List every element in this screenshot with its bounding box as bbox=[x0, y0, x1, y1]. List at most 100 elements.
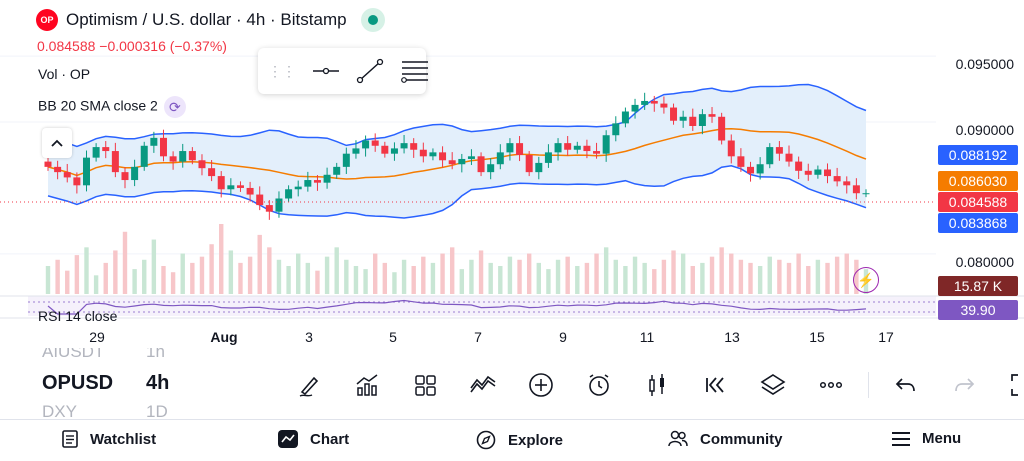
volume-bar bbox=[161, 266, 166, 294]
layouts-button[interactable] bbox=[396, 368, 454, 402]
compare-button[interactable] bbox=[454, 368, 512, 402]
volume-bar bbox=[247, 256, 253, 294]
chart-type-button[interactable] bbox=[628, 368, 686, 402]
undo-icon bbox=[895, 378, 915, 392]
watchlist-icon bbox=[62, 430, 78, 448]
fullscreen-button[interactable] bbox=[993, 368, 1024, 402]
nav-label: Explore bbox=[508, 431, 564, 449]
volume-bar bbox=[632, 256, 638, 294]
volume-bar bbox=[709, 256, 715, 294]
candle-body bbox=[766, 147, 774, 165]
volume-bar bbox=[661, 259, 667, 294]
alert-button[interactable] bbox=[570, 368, 628, 402]
volume-bar bbox=[738, 259, 744, 294]
candle-body bbox=[506, 143, 514, 153]
price-tick: 0.080000 bbox=[955, 254, 1014, 270]
nav-label: Watchlist bbox=[90, 430, 157, 448]
volume-bar bbox=[65, 270, 70, 294]
volume-bar bbox=[132, 269, 137, 294]
rsi-indicator-label[interactable]: RSI 14 close bbox=[38, 308, 118, 324]
bb-indicator-label[interactable]: BB 20 SMA close 2 ⟳ bbox=[38, 96, 186, 118]
candle-body bbox=[535, 162, 543, 173]
candle-body bbox=[641, 100, 649, 105]
volume-bar bbox=[151, 239, 157, 294]
draw-button[interactable] bbox=[280, 368, 338, 402]
volume-bar bbox=[786, 262, 792, 294]
add-button[interactable] bbox=[512, 368, 570, 402]
indicators-button[interactable] bbox=[338, 368, 396, 402]
fib-tool[interactable] bbox=[400, 55, 430, 87]
symbol-list-prev[interactable]: AIUSDT 1h bbox=[42, 348, 165, 362]
bb-lower-badge: 0.083868 bbox=[938, 213, 1018, 233]
volume-bar bbox=[690, 266, 695, 294]
volume-bar bbox=[45, 266, 51, 294]
replay-button[interactable] bbox=[686, 368, 744, 402]
candle-body bbox=[179, 151, 187, 162]
horizontal-line-icon bbox=[313, 67, 339, 75]
collapse-legend-button[interactable] bbox=[42, 128, 72, 158]
candle-body bbox=[824, 169, 832, 177]
trend-line-tool[interactable] bbox=[356, 55, 384, 87]
nav-chart[interactable]: Chart bbox=[278, 430, 349, 448]
more-button[interactable] bbox=[802, 368, 860, 402]
flash-icon[interactable]: ⚡ bbox=[853, 267, 879, 293]
compass-icon bbox=[476, 430, 496, 450]
volume-bar bbox=[796, 253, 801, 294]
symbol-title[interactable]: Optimism / U.S. dollar · 4h · Bitstamp bbox=[66, 10, 347, 29]
nav-watchlist[interactable]: Watchlist bbox=[62, 430, 156, 448]
volume-indicator-label[interactable]: Vol · OP bbox=[38, 66, 91, 82]
candle-body bbox=[131, 166, 139, 181]
drag-handle-icon[interactable]: ⋮⋮ bbox=[268, 63, 296, 79]
candle-body bbox=[458, 158, 466, 165]
candle-body bbox=[265, 205, 273, 212]
time-tick: Aug bbox=[210, 329, 238, 345]
redo-button[interactable] bbox=[935, 368, 993, 402]
volume-bar bbox=[719, 247, 724, 294]
candle-body bbox=[670, 107, 678, 121]
candle-body bbox=[429, 152, 437, 157]
refresh-icon[interactable]: ⟳ bbox=[163, 96, 186, 118]
horizontal-line-tool[interactable] bbox=[312, 55, 340, 87]
candle-body bbox=[410, 143, 418, 150]
volume-bar bbox=[353, 266, 359, 294]
nav-explore[interactable]: Explore bbox=[476, 430, 563, 450]
volume-bars bbox=[45, 224, 869, 294]
candle-body bbox=[390, 148, 398, 154]
bb-indicator-text: BB 20 SMA close 2 bbox=[38, 97, 158, 114]
volume-bar bbox=[238, 262, 243, 294]
time-tick: 9 bbox=[559, 329, 567, 345]
volume-bar bbox=[440, 253, 445, 294]
volume-bar bbox=[546, 269, 551, 294]
volume-bar bbox=[680, 253, 686, 294]
bb-lower-line bbox=[47, 165, 867, 219]
candle-body bbox=[679, 116, 687, 121]
candle-body bbox=[439, 152, 447, 161]
candle-body bbox=[708, 114, 716, 117]
candle-body bbox=[313, 180, 321, 183]
candle-body bbox=[804, 170, 812, 175]
volume-badge: 15.87 K bbox=[938, 276, 1018, 296]
symbol-list-current[interactable]: OPUSD 4h bbox=[42, 372, 169, 395]
symbol-list-next[interactable]: DXY 1D bbox=[42, 402, 168, 418]
candle-body bbox=[111, 151, 119, 173]
candle-body bbox=[467, 156, 475, 159]
nav-community[interactable]: Community bbox=[668, 430, 783, 448]
candle-body bbox=[747, 166, 755, 174]
volume-bar bbox=[834, 256, 840, 294]
candle-body bbox=[400, 143, 408, 149]
layers-button[interactable] bbox=[744, 368, 802, 402]
candle-body bbox=[631, 104, 639, 112]
bb-band-fill bbox=[48, 84, 866, 218]
prev-interval: 1h bbox=[146, 348, 165, 361]
volume-bar bbox=[748, 262, 753, 294]
layouts-icon bbox=[415, 375, 436, 396]
redo-icon bbox=[955, 378, 975, 392]
candle-body bbox=[737, 156, 745, 167]
candle-body bbox=[63, 172, 71, 178]
undo-button[interactable] bbox=[877, 368, 935, 402]
nav-menu[interactable]: Menu bbox=[892, 430, 961, 447]
candle-body bbox=[82, 157, 90, 186]
candles bbox=[44, 92, 870, 220]
volume-bar bbox=[825, 262, 830, 294]
